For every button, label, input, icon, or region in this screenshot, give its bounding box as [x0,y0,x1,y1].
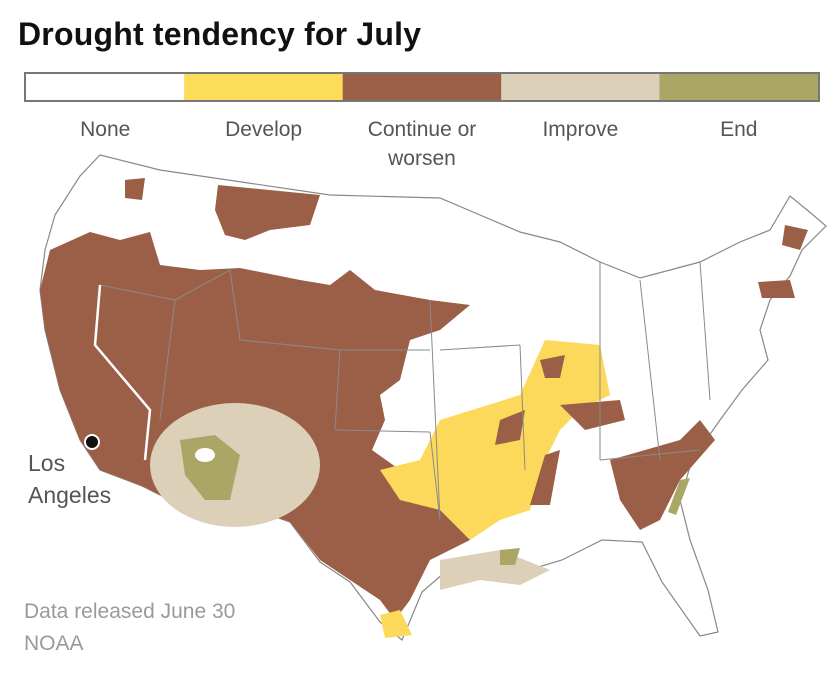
legend-label: Continue or [368,118,477,141]
legend-swatch [26,74,185,100]
legend: None Develop Continue or worsen Improve End [24,72,820,170]
legend-label: End [720,118,757,141]
end-gulf [500,548,520,565]
legend-label: Improve [542,118,618,141]
end-arizona [180,435,240,500]
legend-label: worsen [387,147,456,170]
source-note: NOAA [24,632,84,655]
improve-gulf [440,550,550,590]
drought-montana [215,185,320,240]
legend-swatch [501,74,660,100]
drought-idaho [125,178,145,200]
california-border [93,284,152,461]
city-label: Angeles [28,482,111,508]
us-map: Los Angeles [28,154,827,641]
city-dot [84,434,100,450]
legend-label: Develop [225,118,302,141]
legend-swatch [184,74,343,100]
drought-northeast [758,225,808,298]
drought-midsouth [495,355,625,505]
legend-swatch [659,74,818,100]
legend-swatch [342,74,502,100]
title: Drought tendency for July [18,16,422,52]
drought-southeast [610,420,715,530]
source-note: Data released June 30 [24,600,235,623]
none-patch [195,448,215,462]
city-label: Los [28,450,65,476]
develop-plains [380,340,610,540]
develop-south-texas [380,610,412,638]
legend-label: None [80,118,130,141]
end-coast [668,478,690,515]
